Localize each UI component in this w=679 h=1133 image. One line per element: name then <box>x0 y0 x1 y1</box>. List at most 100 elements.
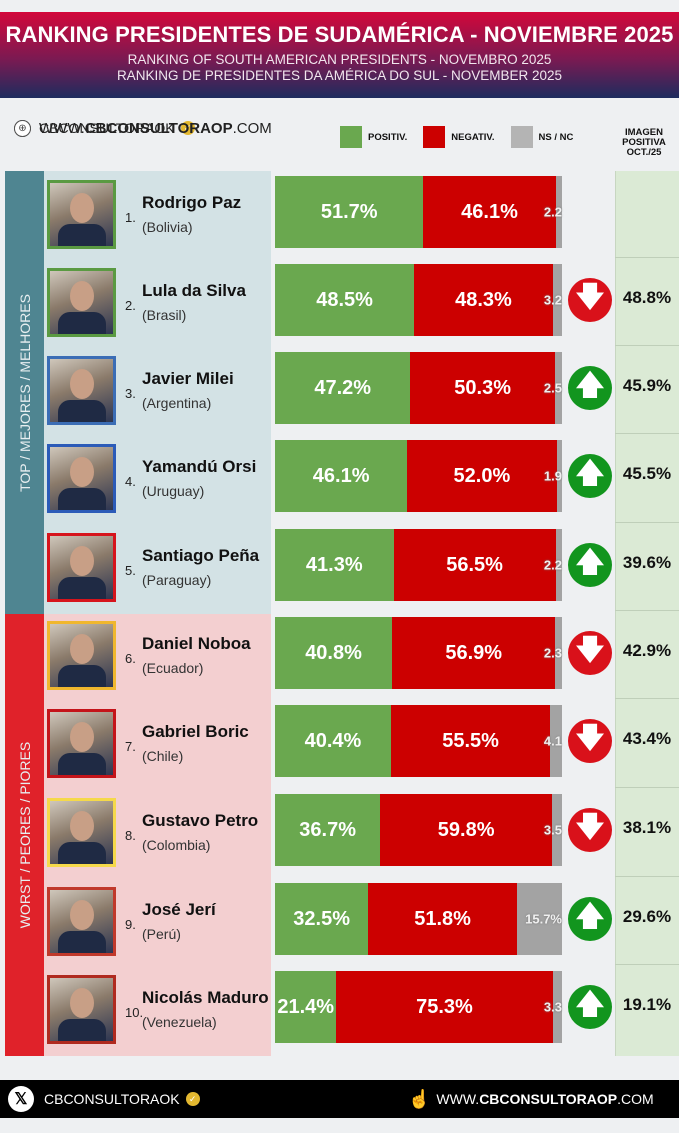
footer-handle[interactable]: CBCONSULTORAOK <box>44 1091 180 1107</box>
oct-positive-value: 38.1% <box>622 818 672 837</box>
trend-down-arrow-icon: 🡇 <box>568 631 612 675</box>
ranking-row: 1. Rodrigo Paz (Bolivia) 51.7% 46.1% 2.2 <box>0 172 679 260</box>
nsnc-segment <box>555 529 562 601</box>
negative-segment: 75.3% <box>336 971 553 1043</box>
nsnc-value: 3.5 <box>543 822 562 838</box>
nsnc-value: 4.1 <box>543 733 562 749</box>
body-shape <box>58 931 106 953</box>
trend-up-arrow-icon: 🡅 <box>568 985 612 1029</box>
ranking-row: 3. Javier Milei (Argentina) 47.2% 50.3% … <box>0 345 679 436</box>
face-shape <box>70 722 94 752</box>
trend-down-arrow-icon: 🡇 <box>568 808 612 852</box>
approval-bar: 36.7% 59.8% 3.5 <box>275 794 562 866</box>
rank-number: 3. <box>125 386 136 401</box>
oct-divider <box>615 964 679 965</box>
positive-segment: 46.1% <box>275 440 408 512</box>
rank-number: 10. <box>125 1005 144 1020</box>
face-shape <box>70 900 94 930</box>
negative-segment: 52.0% <box>407 440 557 512</box>
nsnc-segment <box>556 440 562 512</box>
positive-segment: 41.3% <box>275 529 394 601</box>
trend-down-arrow-icon: 🡇 <box>568 278 612 322</box>
body-shape <box>58 488 106 510</box>
face-shape <box>70 457 94 487</box>
president-name: Lula da Silva <box>142 281 246 300</box>
positive-segment: 40.4% <box>275 705 391 777</box>
website-suffix: .COM <box>617 1091 654 1107</box>
oct-divider <box>615 257 679 258</box>
trend-up-arrow-icon: 🡅 <box>568 366 612 410</box>
negative-segment: 48.3% <box>414 264 553 336</box>
approval-bar: 47.2% 50.3% 2.5 <box>275 352 562 424</box>
title-banner: RANKING PRESIDENTES DE SUDAMÉRICA - NOVI… <box>0 12 679 98</box>
ranking-row: 7. Gabriel Boric (Chile) 40.4% 55.5% 4.1… <box>0 698 679 789</box>
verified-badge-icon: ✓ <box>180 121 195 135</box>
positive-segment: 21.4% <box>275 971 337 1043</box>
president-name: Yamandú Orsi <box>142 457 257 476</box>
nsnc-value: 2.5 <box>543 380 562 396</box>
face-shape <box>70 811 94 841</box>
nsnc-segment <box>552 264 562 336</box>
oct-positive-value: 45.9% <box>622 376 672 395</box>
face-shape <box>70 546 94 576</box>
website-suffix: .COM <box>232 119 272 137</box>
president-name: Gabriel Boric <box>142 722 249 741</box>
oct-divider <box>615 522 679 523</box>
legend-label: NEGATIV. <box>451 131 495 143</box>
oct-header-line: OCT./25 <box>626 147 662 158</box>
negative-segment: 50.3% <box>410 352 555 424</box>
oct-divider <box>615 433 679 434</box>
footer-website-link[interactable]: ☝ WWW. CBCONSULTORAOP .COM <box>408 1089 654 1110</box>
nsnc-segment <box>551 794 562 866</box>
president-photo <box>47 533 116 602</box>
president-name: Daniel Noboa <box>142 634 251 653</box>
footer-bar: 𝕏 CBCONSULTORAOK ✓ ☝ WWW. CBCONSULTORAOP.… <box>0 1080 679 1118</box>
president-photo <box>47 180 116 249</box>
legend-nsnc: NS / NC <box>510 126 574 148</box>
top-section-band: TOP / MEJORES / MELHORES <box>5 171 44 614</box>
president-country: (Chile) <box>142 748 184 764</box>
president-name: Javier Milei <box>142 369 234 388</box>
nsnc-segment <box>555 617 562 689</box>
nsnc-segment <box>555 176 562 248</box>
president-country: (Paraguay) <box>142 572 212 588</box>
nsnc-swatch <box>510 126 533 148</box>
ranking-row: 9. José Jerí (Perú) 32.5% 51.8% 15.7% 🡅 … <box>0 876 679 967</box>
oct-header-line: POSITIVA <box>622 137 666 148</box>
website-link[interactable]: ⊕ WWW. CBCONSULTORAOP .COM <box>14 118 679 138</box>
nsnc-value: 2.2 <box>543 204 562 220</box>
president-photo <box>47 975 116 1044</box>
nsnc-segment <box>550 705 562 777</box>
positive-segment: 32.5% <box>275 883 369 955</box>
rank-number: 8. <box>125 828 136 843</box>
president-country: (Brasil) <box>142 307 187 323</box>
president-photo <box>47 798 116 867</box>
legend-label: NS / NC <box>538 131 574 143</box>
president-country: (Perú) <box>142 926 181 942</box>
rank-number: 1. <box>125 210 136 225</box>
president-photo <box>47 887 116 956</box>
oct-column <box>615 171 679 1056</box>
positive-segment: 47.2% <box>275 352 411 424</box>
president-photo <box>47 709 116 778</box>
nsnc-segment <box>552 971 562 1043</box>
trend-up-arrow-icon: 🡅 <box>568 543 612 587</box>
president-photo <box>47 444 116 513</box>
rank-number: 2. <box>125 298 136 313</box>
negative-segment: 59.8% <box>380 794 552 866</box>
president-country: (Bolivia) <box>142 219 193 235</box>
president-name: Nicolás Maduro <box>142 988 269 1007</box>
approval-bar: 21.4% 75.3% 3.3 <box>275 971 562 1043</box>
nsnc-value: 3.2 <box>543 292 562 308</box>
negative-segment: 51.8% <box>368 883 517 955</box>
approval-bar: 46.1% 52.0% 1.9 <box>275 440 562 512</box>
page-title: RANKING PRESIDENTES DE SUDAMÉRICA - NOVI… <box>5 22 674 47</box>
nsnc-segment <box>554 352 562 424</box>
president-country: (Argentina) <box>142 395 212 411</box>
ranking-row: 10. Nicolás Maduro (Venezuela) 21.4% 75.… <box>0 964 679 1055</box>
face-shape <box>70 369 94 399</box>
oct-positive-value: 19.1% <box>622 995 672 1014</box>
oct-positive-value: 48.8% <box>622 288 672 307</box>
negative-segment: 56.5% <box>393 529 556 601</box>
oct-divider <box>615 698 679 699</box>
